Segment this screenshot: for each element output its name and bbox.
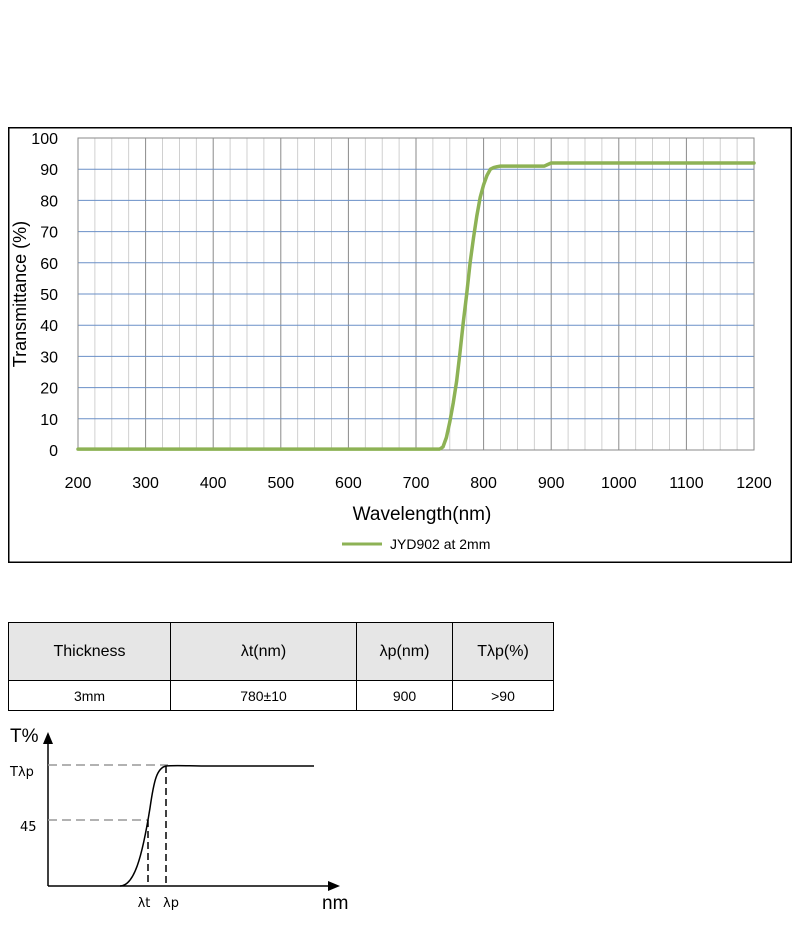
y-axis-label: Transmittance (%) [10, 221, 30, 367]
legend: JYD902 at 2mm [342, 536, 490, 552]
y-tick-label: 30 [40, 349, 58, 366]
major-gridlines [78, 138, 754, 450]
cell-thickness: 3mm [8, 680, 171, 711]
y-tick-label: 50 [40, 287, 58, 304]
x-tick-label: 600 [335, 475, 362, 492]
y-tick-label: 10 [40, 412, 58, 429]
schematic-curve [119, 764, 314, 887]
y-tick-label: 60 [40, 256, 58, 273]
cell-t-lambda-p: >90 [452, 680, 554, 711]
y-tick-label: 100 [31, 131, 58, 148]
x-tick-label: 400 [200, 475, 227, 492]
schematic-x-label: nm [322, 893, 348, 914]
y-tick-label: 90 [40, 162, 58, 179]
table-row: 3mm 780±10 900 >90 [8, 680, 554, 711]
x-tick-label: 700 [403, 475, 430, 492]
cell-lambda-t: 780±10 [170, 680, 357, 711]
header-lambda-p: λp(nm) [356, 622, 453, 681]
transmittance-chart: 0 10 20 30 40 50 60 70 80 90 100 200 300 400 500 600 70… [8, 127, 792, 563]
y-tick-label: 20 [40, 381, 58, 398]
y-axis-arrow-icon [43, 732, 53, 744]
header-thickness: Thickness [8, 622, 171, 681]
header-lambda-t: λt(nm) [170, 622, 357, 681]
x-tick-labels: 200 300 400 500 600 700 800 900 1000 1100 1200 [65, 475, 772, 492]
table-header-row: Thickness λt(nm) λp(nm) Tλp(%) [8, 622, 554, 681]
y-tick-labels: 0 10 20 30 40 50 60 70 80 90 100 [31, 131, 58, 460]
legend-label: JYD902 at 2mm [390, 536, 490, 552]
x-tick-label: 1200 [736, 475, 772, 492]
y-tick-label: 70 [40, 225, 58, 242]
header-t-lambda-p: Tλp(%) [452, 622, 554, 681]
t-lambda-p-label: Tλp [9, 765, 34, 780]
schematic-diagram: T% nm Tλp 45 λt λp [9, 726, 348, 914]
x-tick-label: 1100 [669, 475, 704, 492]
y-tick-label: 80 [40, 193, 58, 210]
x-tick-label: 900 [538, 475, 565, 492]
x-tick-label: 300 [132, 475, 159, 492]
x-tick-label: 500 [267, 475, 294, 492]
lambda-t-label: λt [138, 896, 151, 911]
y-tick-label: 0 [49, 443, 58, 460]
chart-frame [8, 127, 792, 563]
x-axis-label: Wavelength(nm) [353, 504, 492, 525]
x-tick-label: 800 [470, 475, 497, 492]
schematic-y-label: T% [10, 726, 39, 747]
series-layer [76, 161, 756, 451]
x-tick-label: 200 [65, 475, 92, 492]
x-tick-label: 1000 [601, 475, 637, 492]
y-tick-label: 40 [40, 318, 58, 335]
level-45-label: 45 [20, 820, 37, 835]
lambda-p-label: λp [163, 896, 179, 911]
cell-lambda-p: 900 [356, 680, 453, 711]
x-axis-arrow-icon [328, 881, 340, 891]
series-line [76, 161, 756, 451]
spec-table: Thickness λt(nm) λp(nm) Tλp(%) 3mm 780±1… [8, 622, 554, 711]
